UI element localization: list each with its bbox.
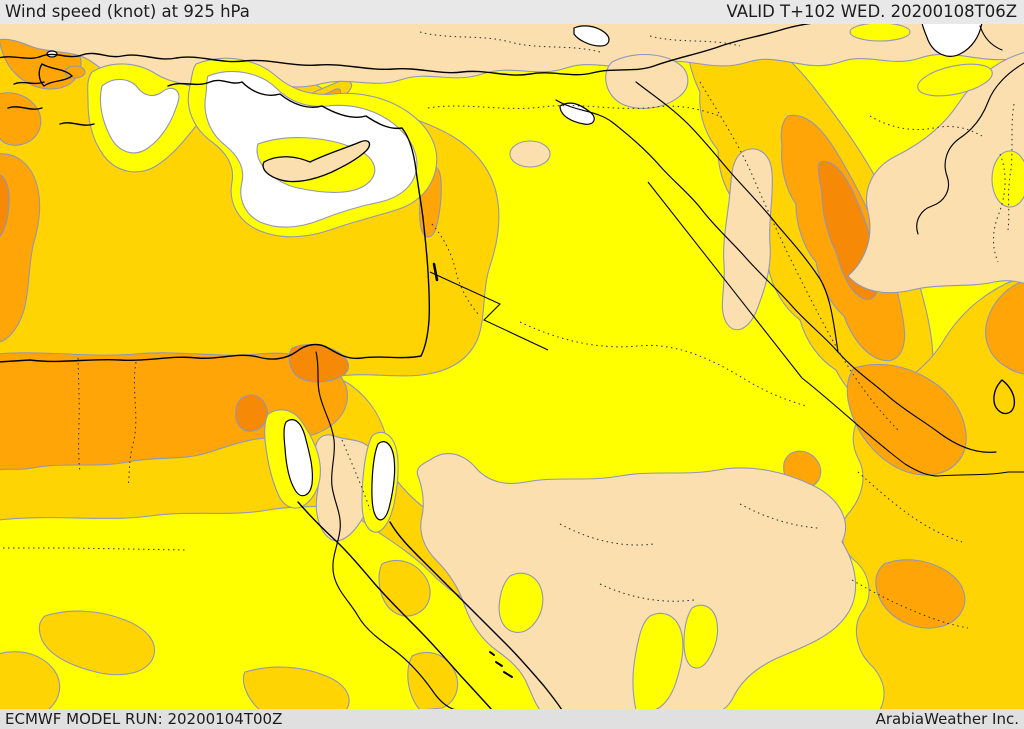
island-cyprus: [262, 140, 371, 183]
gulf-of-suez: [283, 419, 314, 497]
region-white-aegean: [99, 78, 180, 154]
region-deeporange-west-edge: [0, 174, 10, 237]
border-jordan-interior: [431, 223, 479, 315]
model-run-label: ECMWF MODEL RUN: 20200104T00Z: [5, 710, 283, 728]
border-iran-iraq: [699, 81, 899, 431]
region-tan-northeast: [847, 52, 1024, 294]
region-orange-nw-lobe: [0, 92, 42, 146]
lake-van: [573, 25, 610, 47]
border-turkey-north2: [649, 35, 741, 47]
region-orange-ne-corner: [985, 280, 1024, 375]
coastlines: [0, 24, 1016, 709]
region-gold-blob-sw-corner: [0, 651, 61, 709]
footer-bar: ECMWF MODEL RUN: 20200104T00Z ArabiaWeat…: [0, 709, 1024, 729]
gulf-of-aqaba: [371, 441, 396, 521]
river-caucasus: [979, 25, 1003, 51]
region-yellow-patch-ne1: [917, 63, 993, 97]
region-orange-west-edge: [0, 153, 41, 343]
coast-aegean-squiggle2: [13, 81, 45, 85]
region-yellow-patch-ne2: [991, 150, 1024, 208]
caspian-corner: [921, 24, 983, 57]
border-egypt-libya: [77, 357, 81, 473]
region-deeporange-egypt-spot: [235, 394, 269, 432]
river-tigris: [635, 81, 839, 353]
region-orange-gulf-south: [875, 559, 966, 629]
redsea-islands: [489, 651, 513, 678]
river-shatt-to-gulf: [837, 351, 997, 453]
border-iraq-saudi: [519, 321, 807, 407]
map-title: Wind speed (knot) at 925 hPa: [5, 2, 250, 21]
region-yellow-patch-top: [849, 24, 911, 42]
valid-time: VALID T+102 WED. 20200108T06Z: [726, 2, 1017, 21]
river-ne-anatolia: [916, 62, 1024, 235]
border-azerbaijan: [993, 153, 1006, 263]
water-bodies: [46, 24, 983, 521]
rivers: [315, 25, 1024, 709]
region-gold-blob-redsea-south: [407, 652, 459, 709]
region-yellow-hole-arabia-s1: [632, 612, 684, 709]
region-orange-north-africa: [0, 352, 348, 471]
yellow-patches: [498, 24, 1024, 709]
border-turkey-syria: [427, 105, 721, 117]
border-arabia-dots1: [559, 523, 655, 546]
map-canvas: [0, 24, 1024, 709]
lake-tuz: [559, 102, 595, 125]
region-orange-spot-marmara: [64, 65, 86, 79]
border-turkey-north1: [419, 31, 601, 53]
border-iran-east-edge: [1007, 103, 1015, 231]
border-jordan-saudi-iraq: [647, 181, 803, 379]
coast-persian-gulf-tip: [993, 379, 1016, 415]
coast-redsea-east: [389, 521, 563, 709]
border-iraq-saudi-east: [801, 377, 1024, 477]
river-euphrates: [555, 99, 839, 353]
coast-aegean-squiggle1: [38, 63, 74, 87]
dead-sea: [432, 262, 439, 282]
wind-speed-map: [0, 24, 1024, 709]
coast-aegean-squiggle4: [59, 122, 95, 126]
region-orange-kuwait: [846, 363, 967, 476]
border-jordan-zigzag: [429, 271, 549, 351]
coast-redsea-west: [297, 501, 493, 709]
region-tan-iraq-strip: [721, 148, 773, 331]
region-yellow-hole-arabia-w: [498, 572, 544, 633]
region-tan-east-anatolia: [605, 54, 689, 109]
border-armenia: [869, 115, 983, 137]
attribution: ArabiaWeather Inc.: [875, 710, 1019, 728]
region-yellow-hole-arabia-s2: [683, 604, 719, 669]
region-gold-blob-nubia: [242, 666, 350, 709]
region-tan-arabia-interior: [416, 453, 857, 709]
solid-borders: [429, 181, 1024, 477]
coast-levant-africa: [0, 79, 431, 363]
coast-black-sea: [0, 24, 812, 76]
river-nile: [315, 351, 455, 709]
region-gold-blob-egypt-south: [38, 610, 155, 676]
coast-aegean-squiggle3: [7, 106, 43, 110]
dotted-borders: [0, 31, 1015, 629]
header-bar: Wind speed (knot) at 925 hPa VALID T+102…: [0, 0, 1024, 24]
region-tan-syria-spot: [509, 140, 551, 168]
